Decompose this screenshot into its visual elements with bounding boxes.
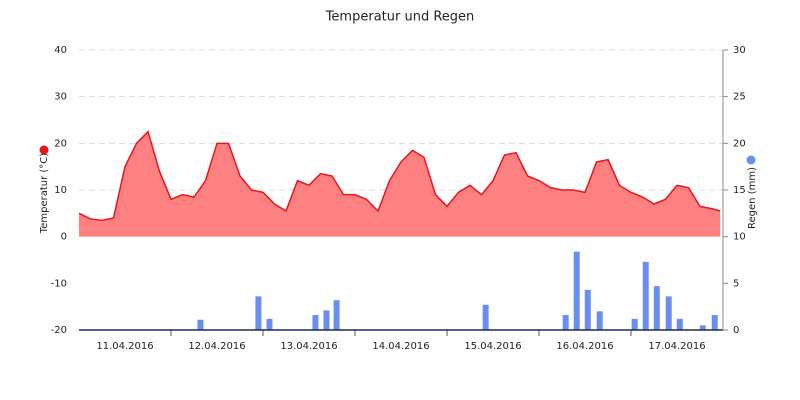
rain-bar: [631, 318, 638, 330]
y-tick-label: 40: [54, 45, 67, 56]
x-tick-label: 17.04.2016: [648, 341, 705, 352]
x-tick-label: 13.04.2016: [280, 341, 337, 352]
rain-bar: [266, 318, 273, 330]
y-tick-label: -20: [51, 325, 67, 336]
legend-marker: [746, 155, 756, 165]
rain-bar: [653, 286, 660, 330]
y-axis-title: Temperatur (°C): [39, 153, 50, 234]
rain-bar: [711, 315, 718, 330]
x-tick-label: 15.04.2016: [464, 341, 521, 352]
y2-axis-title: Regen (mm): [747, 167, 758, 229]
temperature-area: [79, 131, 721, 237]
rain-bar: [333, 300, 340, 330]
rain-bar: [323, 310, 330, 330]
rain-bar: [699, 325, 706, 330]
rain-bar: [197, 319, 204, 330]
y-tick-label: -10: [51, 278, 67, 289]
y2-tick-label: 15: [733, 185, 746, 196]
rain-bar: [584, 289, 591, 330]
x-tick-label: 16.04.2016: [556, 341, 613, 352]
y2-tick-label: 30: [733, 45, 746, 56]
y2-tick-label: 25: [733, 92, 746, 103]
y-tick-label: 10: [54, 185, 67, 196]
rain-bar: [596, 311, 603, 330]
rain-bar: [312, 315, 319, 330]
y2-tick-label: 0: [733, 325, 739, 336]
x-tick-label: 14.04.2016: [372, 341, 429, 352]
rain-bar: [255, 296, 262, 330]
rain-bar: [482, 304, 489, 330]
rain-bar: [562, 315, 569, 330]
legend-marker: [39, 145, 49, 155]
y2-tick-label: 5: [733, 278, 739, 289]
rain-bar: [642, 261, 649, 330]
y2-tick-label: 20: [733, 138, 746, 149]
temperature-line: [78, 130, 721, 222]
y-tick-label: 0: [61, 232, 67, 243]
y2-tick-label: 10: [733, 232, 746, 243]
rain-bar: [676, 318, 683, 330]
rain-bar: [573, 251, 580, 330]
chart-title: Temperatur und Regen: [325, 10, 475, 25]
rain-bar: [665, 296, 672, 330]
y-tick-label: 30: [54, 92, 67, 103]
x-tick-label: 12.04.2016: [188, 341, 245, 352]
x-tick-label: 11.04.2016: [96, 341, 153, 352]
y-tick-label: 20: [54, 138, 67, 149]
